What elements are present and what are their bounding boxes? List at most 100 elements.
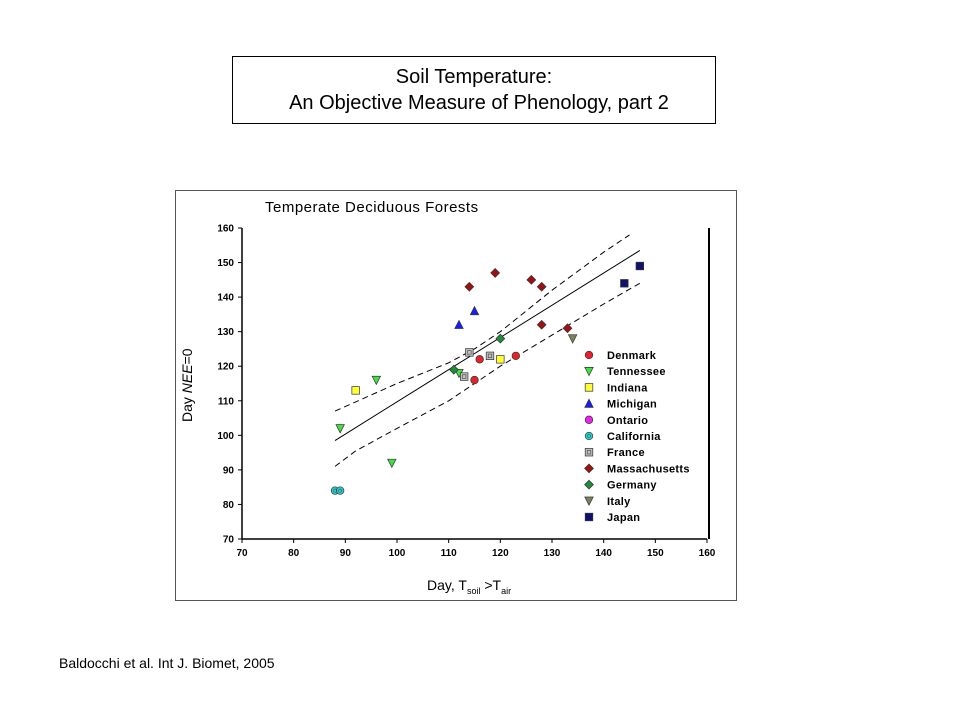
chart-title: Temperate Deciduous Forests	[265, 199, 479, 216]
series-italy	[567, 334, 578, 344]
x-tick-label: 130	[544, 548, 561, 559]
x-axis-label-part: air	[501, 586, 511, 596]
legend-marker-france-inner	[586, 450, 592, 455]
series-indiana	[351, 355, 505, 395]
x-tick-label: 120	[492, 548, 509, 559]
y-tick-label: 140	[217, 293, 234, 304]
legend-label-japan: Japan	[607, 512, 640, 524]
y-tick-label: 110	[218, 396, 235, 407]
point-france-inner	[467, 350, 472, 355]
series-michigan	[454, 305, 480, 329]
series-germany	[448, 333, 506, 375]
legend-label-denmark: Denmark	[607, 350, 657, 362]
legend: Denmark Tennessee Indiana Michigan Ontario Ca…	[584, 350, 690, 524]
legend-label-ontario: Ontario	[607, 415, 648, 427]
legend-marker-massachusetts	[584, 463, 594, 474]
point-denmark	[475, 355, 484, 364]
legend-label-massachusetts: Massachusetts	[607, 463, 690, 475]
y-tick-label: 100	[217, 431, 234, 442]
point-massachusetts	[536, 281, 547, 292]
legend-marker-france	[584, 448, 594, 457]
slide-title-line1: Soil Temperature:	[395, 66, 553, 88]
x-axis-label-part: >T	[480, 577, 501, 593]
regression-line	[334, 250, 641, 441]
point-france	[460, 372, 469, 381]
y-axis-label-part: NEE	[179, 364, 195, 393]
point-massachusetts	[490, 268, 501, 278]
citation: Baldocchi et al. Int J. Biomet, 2005	[59, 655, 275, 671]
y-tick-label: 160	[217, 224, 234, 235]
x-tick-label: 70	[236, 548, 248, 559]
y-tick-label: 90	[223, 465, 235, 476]
x-axis-label: Day, Tsoil >Tair	[427, 577, 511, 596]
y-tick-label: 150	[217, 258, 234, 269]
point-tennessee	[335, 424, 345, 434]
point-denmark	[470, 375, 479, 385]
point-california	[336, 486, 345, 495]
legend-label-california: California	[607, 431, 661, 443]
slide-title: Soil Temperature: An Objective Measure o…	[232, 56, 716, 124]
legend-marker-tennessee	[584, 367, 594, 377]
legend-label-italy: Italy	[607, 496, 631, 508]
lower-confidence-band	[334, 282, 641, 467]
point-france	[465, 348, 474, 357]
legend-label-michigan: Michigan	[607, 399, 657, 411]
point-germany	[448, 364, 459, 375]
series-california	[330, 486, 345, 495]
x-tick-label: 80	[288, 548, 300, 559]
point-massachusetts	[464, 281, 475, 292]
point-germany	[495, 333, 506, 344]
y-axis-label-part: Day	[179, 393, 195, 422]
x-tick-label: 90	[340, 548, 352, 559]
x-tick-label: 100	[389, 548, 406, 559]
legend-marker-germany	[584, 479, 594, 490]
legend-marker-california-inner	[587, 434, 591, 438]
point-japan	[635, 261, 644, 271]
x-tick-label: 160	[699, 548, 716, 559]
x-tick-label: 150	[647, 548, 664, 559]
x-axis-label-part: soil	[467, 586, 481, 596]
point-california-inner	[338, 488, 343, 493]
point-denmark	[511, 351, 520, 361]
legend-marker-michigan	[584, 398, 594, 408]
y-tick-label: 130	[217, 327, 234, 338]
point-indiana	[351, 386, 360, 395]
legend-marker-california	[584, 431, 594, 441]
series-japan	[620, 261, 644, 288]
upper-confidence-band	[334, 234, 630, 412]
y-tick-label: 70	[223, 535, 235, 546]
x-tick-label: 140	[595, 548, 612, 559]
point-france	[485, 351, 495, 361]
series-tennessee	[335, 368, 464, 469]
point-massachusetts	[562, 323, 573, 334]
legend-label-tennessee: Tennessee	[607, 366, 666, 378]
point-massachusetts	[536, 319, 547, 330]
point-italy	[567, 334, 578, 344]
x-tick-label: 110	[441, 548, 458, 559]
legend-label-france: France	[607, 447, 645, 459]
series-massachusetts	[464, 268, 573, 334]
point-france-inner	[487, 353, 493, 358]
series-france	[460, 348, 495, 381]
point-massachusetts	[526, 274, 537, 285]
slide-title-line2: An Objective Measure of Phenology, part …	[289, 92, 669, 114]
legend-label-germany: Germany	[607, 480, 657, 492]
y-tick-label: 80	[223, 500, 235, 511]
series-denmark	[470, 351, 520, 385]
point-michigan	[469, 305, 480, 316]
legend-label-indiana: Indiana	[607, 382, 648, 394]
y-tick-label: 120	[217, 362, 234, 373]
legend-marker-ontario	[584, 415, 594, 424]
x-axis-label-part: Day, T	[427, 577, 467, 593]
point-michigan	[454, 319, 464, 329]
scatter-chart: Temperate Deciduous Forests 70 80 90 100 110 1…	[179, 199, 716, 596]
legend-marker-italy	[584, 496, 594, 506]
y-axis-label: Day NEE=0	[179, 348, 195, 422]
point-japan	[620, 279, 629, 288]
y-axis-label-part: =0	[179, 348, 195, 364]
legend-marker-japan	[584, 512, 594, 522]
point-tennessee	[387, 458, 397, 469]
legend-marker-denmark	[584, 350, 594, 360]
legend-marker-indiana	[584, 383, 594, 392]
point-tennessee	[371, 375, 382, 386]
